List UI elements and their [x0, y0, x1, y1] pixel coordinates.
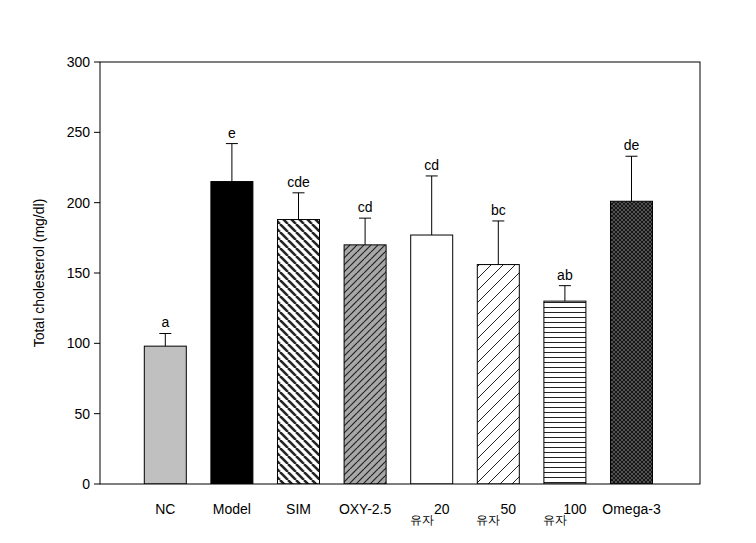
y-tick: [94, 273, 100, 274]
y-axis-label: Total cholesterol (mg/dl): [31, 199, 47, 348]
error-bar: [359, 218, 371, 245]
annotation: e: [228, 125, 236, 141]
bar: [611, 201, 653, 484]
error-bar: [226, 144, 238, 182]
x-tick-label: NC: [155, 501, 175, 517]
x-tick-label: 유자50: [476, 501, 516, 527]
y-tick: [94, 62, 100, 63]
annotation: bc: [491, 202, 506, 218]
y-tick: [94, 484, 100, 485]
annotation: cd: [358, 199, 373, 215]
x-tick-label: Model: [213, 501, 251, 517]
bar: [411, 235, 453, 484]
annotation: a: [161, 314, 169, 330]
annotation: cd: [424, 157, 439, 173]
y-tick-label: 0: [82, 476, 90, 492]
y-tick-label: 250: [67, 124, 91, 140]
annotation: de: [624, 137, 640, 153]
x-tick-label: OXY-2.5: [339, 501, 392, 517]
annotation: ab: [557, 267, 573, 283]
error-bar: [159, 333, 171, 346]
error-bar: [293, 193, 305, 220]
y-tick-label: 50: [74, 406, 90, 422]
chart: a e cde cd cd bc ab de 0 50 100 150 200 250 300 Total c…: [0, 0, 756, 543]
bar: [278, 220, 320, 484]
y-tick-label: 200: [67, 195, 91, 211]
error-bar: [426, 176, 438, 235]
y-tick: [94, 343, 100, 344]
bar: [144, 346, 186, 484]
error-bar: [626, 156, 638, 201]
bar: [344, 245, 386, 484]
error-bar: [492, 221, 504, 265]
bar: [544, 301, 586, 484]
bars: [144, 144, 652, 484]
y-tick: [94, 413, 100, 414]
y-tick-label: 150: [67, 265, 91, 281]
bar: [477, 265, 519, 484]
x-tick-label: Omega-3: [602, 501, 661, 517]
frame: [100, 62, 700, 484]
x-tick-label: 유자100: [543, 501, 587, 527]
y-tick: [94, 132, 100, 133]
x-tick-label: SIM: [286, 501, 311, 517]
bar: [211, 182, 253, 484]
annotation: cde: [287, 174, 310, 190]
x-tick-label: 유자20: [410, 501, 450, 527]
y-tick-label: 100: [67, 335, 91, 351]
y-tick: [94, 202, 100, 203]
y-tick-label: 300: [67, 54, 91, 70]
error-bar: [559, 286, 571, 301]
